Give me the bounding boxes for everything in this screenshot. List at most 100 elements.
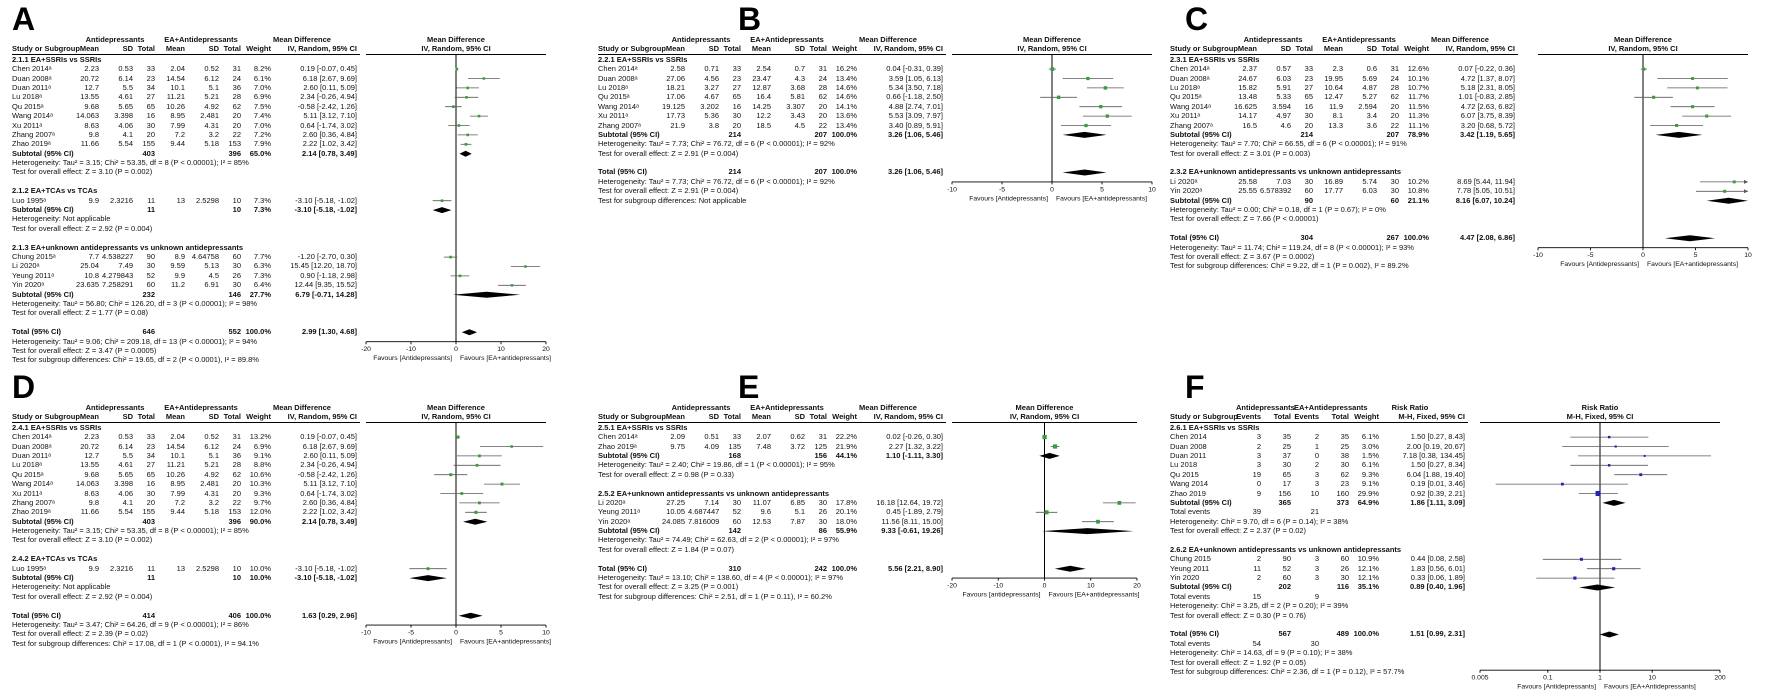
cell-ci: 4.88 [2.74, 7.01]	[888, 101, 943, 111]
cell-sd-1: 0.57	[1276, 64, 1291, 74]
footnote-line: Test for subgroup differences: Chi² = 17…	[12, 638, 259, 648]
cell-study: Subtotal (95% CI)	[1170, 582, 1232, 592]
study-row: Yeung 2011ᵃ 10.05 4.687447 52 9.6 5.1 26 20.1% 0…	[598, 507, 946, 516]
cell-study: Xu 2011ᵃ	[12, 488, 43, 498]
cell-mean-2: 13	[176, 195, 185, 205]
cell-weight: 21.1%	[1407, 195, 1429, 205]
study-row: Chen 2014ᵃ 2.09 0.51 33 2.07 0.62 31 22.2% 0.02 …	[598, 432, 946, 441]
cell-weight: 78.9%	[1407, 129, 1429, 139]
subgroup-title: 2.4.2 EA+TCAs vs TCAs	[12, 554, 98, 564]
pooled-row: Subtotal (95% CI) 168 156 44.1% 1.10 [-1.11,…	[598, 451, 946, 460]
cell-sd-2: 2.594	[1358, 101, 1377, 111]
study-row: Zhang 2007ᵃ 21.9 3.8 20 18.5 4.5 22 13.4% 3.40 […	[598, 121, 946, 130]
column-header-study: Study or Subgroup	[1170, 412, 1238, 422]
cell-total-1: 33	[146, 432, 155, 442]
cell-mean-1: 8.63	[84, 488, 99, 498]
cell-events-2: 21	[1310, 507, 1319, 517]
column-header-events-1: Events	[1236, 412, 1261, 422]
spacer-row	[1170, 224, 1518, 233]
effect-square	[440, 199, 444, 202]
cell-total-2: 30	[232, 261, 241, 271]
cell-sd-1: 4.1	[122, 129, 133, 139]
cell-mean-1: 9.68	[84, 469, 99, 479]
cell-mean-2: 8.95	[170, 479, 185, 489]
study-row: Li 2020ᵃ 25.04 7.49 30 9.59 5.13 30 6.3% 15.45 […	[12, 261, 360, 270]
axis-tick-label: 1	[1598, 675, 1602, 682]
cell-weight: 12.6%	[1407, 64, 1429, 74]
footnote-line: Test for subgroup differences: Chi² = 2.…	[1170, 666, 1405, 676]
cell-study: Subtotal (95% CI)	[598, 129, 660, 139]
cell-total-1: 214	[728, 167, 741, 177]
cell-weight: 9.1%	[253, 450, 271, 460]
study-row: Xu 2011ᵃ 8.63 4.06 30 7.99 4.31 20 9.3% 0.64 [-1…	[12, 489, 360, 498]
cell-total-2: 60	[1390, 195, 1399, 205]
pooled-diamond	[1054, 565, 1086, 572]
column-header-total-2: Total	[223, 44, 241, 54]
effect-square	[477, 114, 481, 118]
cell-total-2: 10	[232, 195, 241, 205]
cell-mean-1: 8.63	[84, 120, 99, 130]
cell-sd-2: 5.69	[1362, 73, 1377, 83]
cell-mean-1: 12.7	[84, 82, 99, 92]
cell-total-2: 20	[818, 101, 827, 111]
cell-mean-1: 27.25	[666, 497, 685, 507]
heterogeneity-line: Heterogeneity: Not applicable	[12, 582, 111, 592]
cell-total-1: 60	[1282, 573, 1291, 583]
favours-right-label: Favours [EA+antidepressants]	[1647, 261, 1738, 268]
cell-total-2: 31	[232, 64, 241, 74]
heterogeneity-line: Test for overall effect: Z = 3.10 (P = 0…	[12, 167, 153, 177]
cell-events-1: 11	[1253, 563, 1261, 573]
effect-square	[510, 445, 513, 448]
cell-total-2: 207	[814, 129, 827, 139]
cell-total-1: 27	[146, 92, 155, 102]
cell-mean-1: 25.55	[1238, 186, 1257, 196]
cell-weight: 10.0%	[249, 573, 271, 583]
favours-right-label: Favours [EA+antidepressants]	[460, 638, 551, 645]
forest-table: Antidepressants EA+Antidepressants Mean Di…	[12, 403, 360, 648]
cell-mean-2: 16.89	[1324, 176, 1343, 186]
spacer-row	[12, 177, 360, 186]
footnote-line: Heterogeneity: Tau² = 11.74; Chi² = 119.…	[1170, 242, 1414, 252]
cell-mean-2: 18.5	[756, 120, 771, 130]
cell-sd-1: 4.09	[704, 441, 719, 451]
cell-weight: 6.1%	[1361, 460, 1379, 470]
cell-total-2: 60	[232, 251, 241, 261]
cell-total-2: 153	[228, 507, 241, 517]
cell-mean-1: 19.125	[662, 101, 685, 111]
cell-study: Yin 2020ᵃ	[598, 516, 631, 526]
cell-events-1: 3	[1256, 460, 1261, 470]
effect-square	[1084, 123, 1088, 127]
axis-tick-label: -10	[361, 629, 371, 636]
axis-tick-label: -5	[408, 629, 414, 636]
cell-weight: 10.3%	[249, 479, 271, 489]
plot-header-model: IV, Random, 95% CI	[1009, 412, 1080, 422]
cell-sd-1: 7.03	[1276, 176, 1291, 186]
cell-ci: 2.00 [0.19, 20.67]	[1406, 441, 1465, 451]
study-row: Qu 2015ᵃ 13.48 5.33 65 12.47 5.27 62 11.7% 1.01 …	[1170, 92, 1518, 101]
effect-square	[458, 274, 462, 277]
effect-square	[1103, 85, 1108, 90]
cell-study: Subtotal (95% CI)	[12, 516, 74, 526]
cell-total-2: 31	[818, 64, 827, 74]
cell-mean-2: 7.99	[170, 120, 185, 130]
cell-ci: -0.58 [-2.42, 1.26]	[297, 101, 357, 111]
cell-weight: 35.1%	[1357, 582, 1379, 592]
cell-sd-2: 2.481	[200, 479, 219, 489]
cell-ci: 2.34 [-0.26, 4.94]	[300, 460, 357, 470]
column-header-mean-2: Mean	[165, 412, 185, 422]
cell-sd-2: 6.85	[790, 497, 805, 507]
cell-sd-1: 4.687447	[688, 507, 720, 517]
group-header-row: Antidepressants EA+Antidepressants Mean Di…	[598, 403, 946, 412]
column-header-mean-2: Mean	[751, 412, 771, 422]
cell-study: Total (95% CI)	[12, 327, 62, 337]
cell-mean-1: 2.23	[84, 432, 99, 442]
axis-tick-label: 0	[454, 629, 458, 636]
cell-mean-2: 11.21	[166, 92, 185, 102]
axis-tick-label: 10	[542, 629, 550, 636]
cell-sd-2: 3.307	[786, 101, 805, 111]
cell-study: Qu 2015	[1170, 469, 1199, 479]
cell-sd-2: 0.52	[204, 432, 219, 442]
cell-total-2: 489	[1336, 629, 1349, 639]
cell-total-2: 28	[818, 82, 827, 92]
axis-tick-label: 20	[542, 346, 550, 353]
